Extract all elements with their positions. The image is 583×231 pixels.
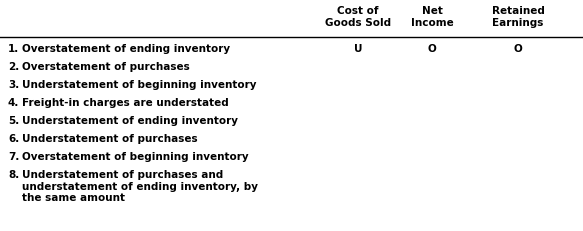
Text: Net
Income: Net Income: [410, 6, 454, 27]
Text: Cost of
Goods Sold: Cost of Goods Sold: [325, 6, 391, 27]
Text: U: U: [354, 44, 362, 54]
Text: 5.: 5.: [8, 116, 19, 125]
Text: 2.: 2.: [8, 62, 19, 72]
Text: 4.: 4.: [8, 97, 19, 108]
Text: Overstatement of ending inventory: Overstatement of ending inventory: [22, 44, 230, 54]
Text: Understatement of beginning inventory: Understatement of beginning inventory: [22, 80, 257, 90]
Text: Overstatement of purchases: Overstatement of purchases: [22, 62, 189, 72]
Text: Freight-in charges are understated: Freight-in charges are understated: [22, 97, 229, 108]
Text: 1.: 1.: [8, 44, 19, 54]
Text: O: O: [514, 44, 522, 54]
Text: 3.: 3.: [8, 80, 19, 90]
Text: Understatement of purchases and
understatement of ending inventory, by
the same : Understatement of purchases and understa…: [22, 169, 258, 202]
Text: 6.: 6.: [8, 134, 19, 143]
Text: O: O: [427, 44, 436, 54]
Text: 8.: 8.: [8, 169, 19, 179]
Text: Retained
Earnings: Retained Earnings: [491, 6, 545, 27]
Text: 7.: 7.: [8, 151, 19, 161]
Text: Overstatement of beginning inventory: Overstatement of beginning inventory: [22, 151, 248, 161]
Text: Understatement of ending inventory: Understatement of ending inventory: [22, 116, 238, 125]
Text: Understatement of purchases: Understatement of purchases: [22, 134, 198, 143]
